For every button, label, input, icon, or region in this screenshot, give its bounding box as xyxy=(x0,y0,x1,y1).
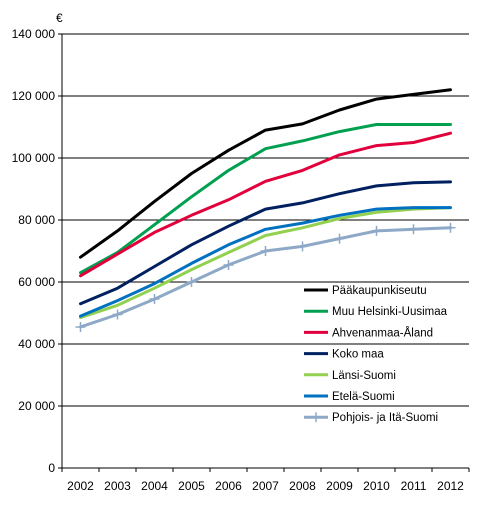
y-tick-label: 60 000 xyxy=(18,275,55,289)
data-point xyxy=(75,321,86,332)
y-tick-label: 20 000 xyxy=(18,399,55,413)
legend: Pääkaupunkiseutu Muu Helsinki-Uusimaa Ahve… xyxy=(304,285,448,424)
series-line-1 xyxy=(79,123,452,275)
y-tick-label: 140 000 xyxy=(12,27,56,41)
series-line-5 xyxy=(79,206,452,318)
series-line-2 xyxy=(79,131,452,278)
legend-label: Länsi-Suomi xyxy=(332,370,396,382)
data-point xyxy=(408,224,419,235)
legend-label: Pohjois- ja Itä-Suomi xyxy=(332,412,438,424)
gridlines xyxy=(62,33,469,407)
x-tick-label: 2007 xyxy=(252,479,279,493)
data-point xyxy=(445,222,456,233)
y-tick-label: 40 000 xyxy=(18,337,55,351)
series-line-3 xyxy=(79,180,452,306)
y-unit-label: € xyxy=(56,11,63,25)
legend-marker xyxy=(311,412,321,423)
y-tick-label: 100 000 xyxy=(12,151,56,165)
data-point xyxy=(260,246,271,256)
x-tick-label: 2010 xyxy=(363,479,390,493)
legend-label: Muu Helsinki-Uusimaa xyxy=(332,306,448,318)
data-point xyxy=(297,241,308,252)
x-axis-ticks: 2002 2003 2004 2005 2006 2007 2008 2009 2010 2011… xyxy=(61,468,470,493)
x-tick-label: 2009 xyxy=(326,479,353,493)
legend-label: Koko maa xyxy=(332,349,384,361)
x-tick-label: 2004 xyxy=(141,479,168,493)
x-tick-label: 2011 xyxy=(401,479,427,493)
legend-label: Pääkaupunkiseutu xyxy=(332,285,427,297)
x-tick-label: 2006 xyxy=(215,479,242,493)
legend-label: Etelä-Suomi xyxy=(332,391,395,403)
data-point xyxy=(149,294,160,305)
x-tick-label: 2002 xyxy=(67,479,94,493)
series-line-4 xyxy=(79,206,452,320)
x-tick-label: 2012 xyxy=(437,479,464,493)
x-tick-label: 2005 xyxy=(178,479,205,493)
y-axis-ticks: 0 20 000 40 000 60 000 80 000 100 000 120 000 1… xyxy=(12,27,62,475)
x-tick-label: 2008 xyxy=(289,479,316,493)
y-tick-label: 120 000 xyxy=(12,89,56,103)
y-tick-label: 0 xyxy=(48,461,55,475)
data-point xyxy=(223,259,234,270)
data-point xyxy=(112,309,123,320)
series-lines xyxy=(75,88,456,332)
x-tick-label: 2003 xyxy=(104,479,131,493)
data-point xyxy=(186,277,197,287)
series-line-0 xyxy=(79,88,452,259)
y-tick-label: 80 000 xyxy=(18,213,55,227)
data-point xyxy=(371,225,382,236)
data-point xyxy=(334,233,345,244)
legend-label: Ahvenanmaa-Åland xyxy=(332,326,433,339)
